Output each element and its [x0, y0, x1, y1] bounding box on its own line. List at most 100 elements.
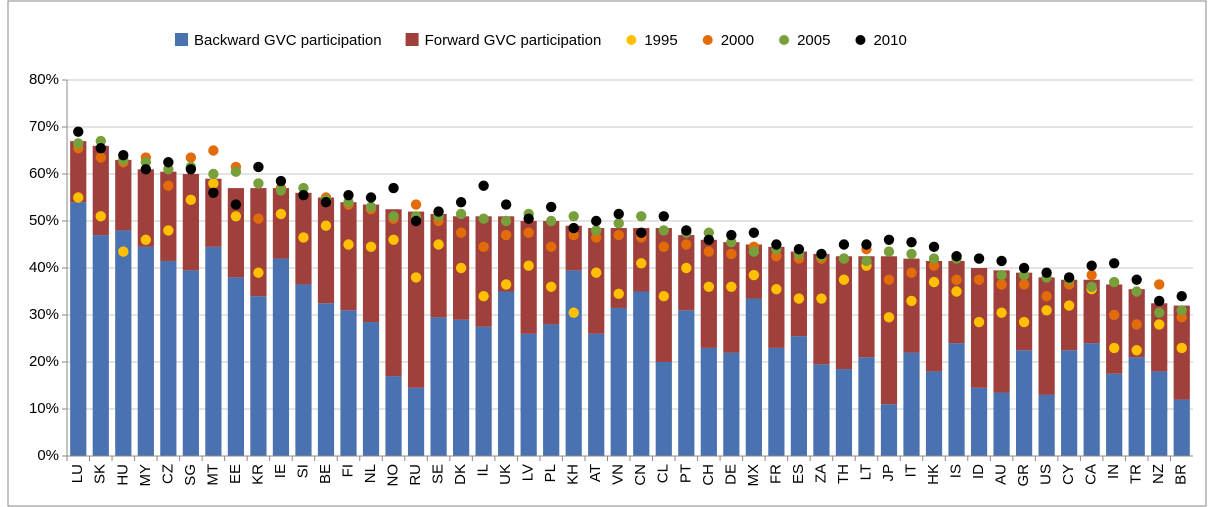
bar-segment: [610, 228, 627, 308]
dot: [726, 229, 737, 241]
dot: [1108, 309, 1120, 321]
bar-segment: [543, 324, 560, 456]
bar-segment: [385, 376, 402, 456]
dot: [681, 225, 692, 236]
x-tick-label: PL: [542, 464, 559, 482]
dot: [163, 157, 174, 168]
dot: [568, 222, 579, 234]
dot: [230, 166, 242, 177]
legend-swatch: [175, 33, 188, 46]
bar-segment: [182, 174, 199, 271]
bar-segment: [295, 284, 312, 456]
dot: [613, 218, 624, 229]
dot: [1086, 260, 1097, 271]
bar-segment: [903, 352, 920, 456]
dot: [748, 227, 760, 238]
dot: [208, 145, 219, 156]
x-tick-label: RU: [407, 464, 424, 486]
dot: [275, 175, 287, 187]
bar-segment: [925, 260, 943, 372]
dot: [928, 276, 940, 288]
dot: [861, 239, 872, 250]
bar-segment: [340, 202, 357, 311]
dot: [388, 182, 399, 194]
dot: [545, 201, 557, 213]
dot: [500, 279, 512, 290]
y-tick-label: 50%: [29, 212, 59, 229]
x-tick-label: CY: [1060, 464, 1077, 485]
dot: [681, 262, 692, 274]
bar-segment: [588, 228, 605, 334]
x-tick-label: TR: [1128, 464, 1145, 484]
bar-segment: [948, 343, 965, 456]
dot: [163, 180, 174, 191]
x-tick-label: LV: [520, 464, 537, 481]
dot: [951, 286, 962, 297]
legend-swatch: [855, 35, 866, 45]
bar-segment: [250, 188, 267, 297]
dot: [455, 208, 467, 220]
dot: [568, 307, 579, 318]
dot: [1154, 295, 1165, 307]
dot: [185, 164, 197, 175]
x-tick-label: CL: [655, 464, 672, 483]
dot: [230, 211, 242, 222]
dot: [478, 180, 489, 191]
bar-segment: [723, 242, 740, 353]
y-tick-label: 30%: [29, 306, 59, 323]
dot: [410, 199, 422, 210]
bar-segment: [835, 369, 853, 456]
bar-segment: [407, 211, 425, 388]
dot: [1018, 279, 1030, 290]
bar-segment: [835, 256, 853, 370]
legend-swatch: [405, 33, 419, 46]
dot: [523, 227, 534, 238]
dot: [703, 246, 715, 257]
dot: [1131, 319, 1142, 330]
x-tick-label: KH: [565, 464, 582, 485]
y-tick-label: 80%: [29, 71, 59, 88]
dot: [1041, 267, 1052, 278]
x-tick-label: TH: [835, 464, 852, 484]
bar-segment: [633, 291, 650, 456]
dot: [816, 248, 827, 260]
x-tick-label: SK: [92, 464, 109, 484]
bar-segment: [362, 322, 380, 456]
dot: [523, 213, 534, 224]
dot: [1108, 276, 1120, 288]
dot: [973, 274, 985, 285]
y-tick-label: 60%: [29, 165, 59, 182]
dot: [455, 262, 467, 274]
x-tick-label: HU: [114, 464, 131, 486]
dot: [545, 281, 557, 292]
dot: [185, 194, 197, 206]
dot: [343, 239, 354, 250]
dot: [118, 246, 129, 257]
dot: [1018, 316, 1030, 328]
dot: [1108, 258, 1120, 269]
legend-label: 1995: [644, 32, 677, 49]
x-tick-label: IL: [475, 464, 492, 477]
x-tick-label: FI: [339, 464, 356, 477]
dot: [658, 211, 669, 222]
bar-segment: [430, 213, 447, 318]
x-tick-label: JP: [880, 464, 897, 482]
bar-segment: [948, 260, 965, 344]
bar-segment: [1015, 350, 1033, 456]
y-tick-label: 10%: [29, 400, 59, 417]
dot: [1131, 274, 1142, 285]
dot: [636, 227, 647, 238]
dot: [951, 274, 962, 285]
bar-segment: [452, 319, 470, 456]
bar-segment: [970, 268, 988, 388]
bar-segment: [1061, 350, 1078, 456]
dot: [208, 187, 219, 198]
dot: [253, 161, 264, 173]
dot: [163, 225, 174, 236]
dot: [1086, 269, 1097, 281]
x-tick-label: MX: [745, 464, 762, 487]
bar-segment: [92, 235, 109, 456]
dot: [433, 206, 444, 217]
x-tick-label: NO: [385, 464, 402, 487]
dot: [703, 281, 715, 292]
